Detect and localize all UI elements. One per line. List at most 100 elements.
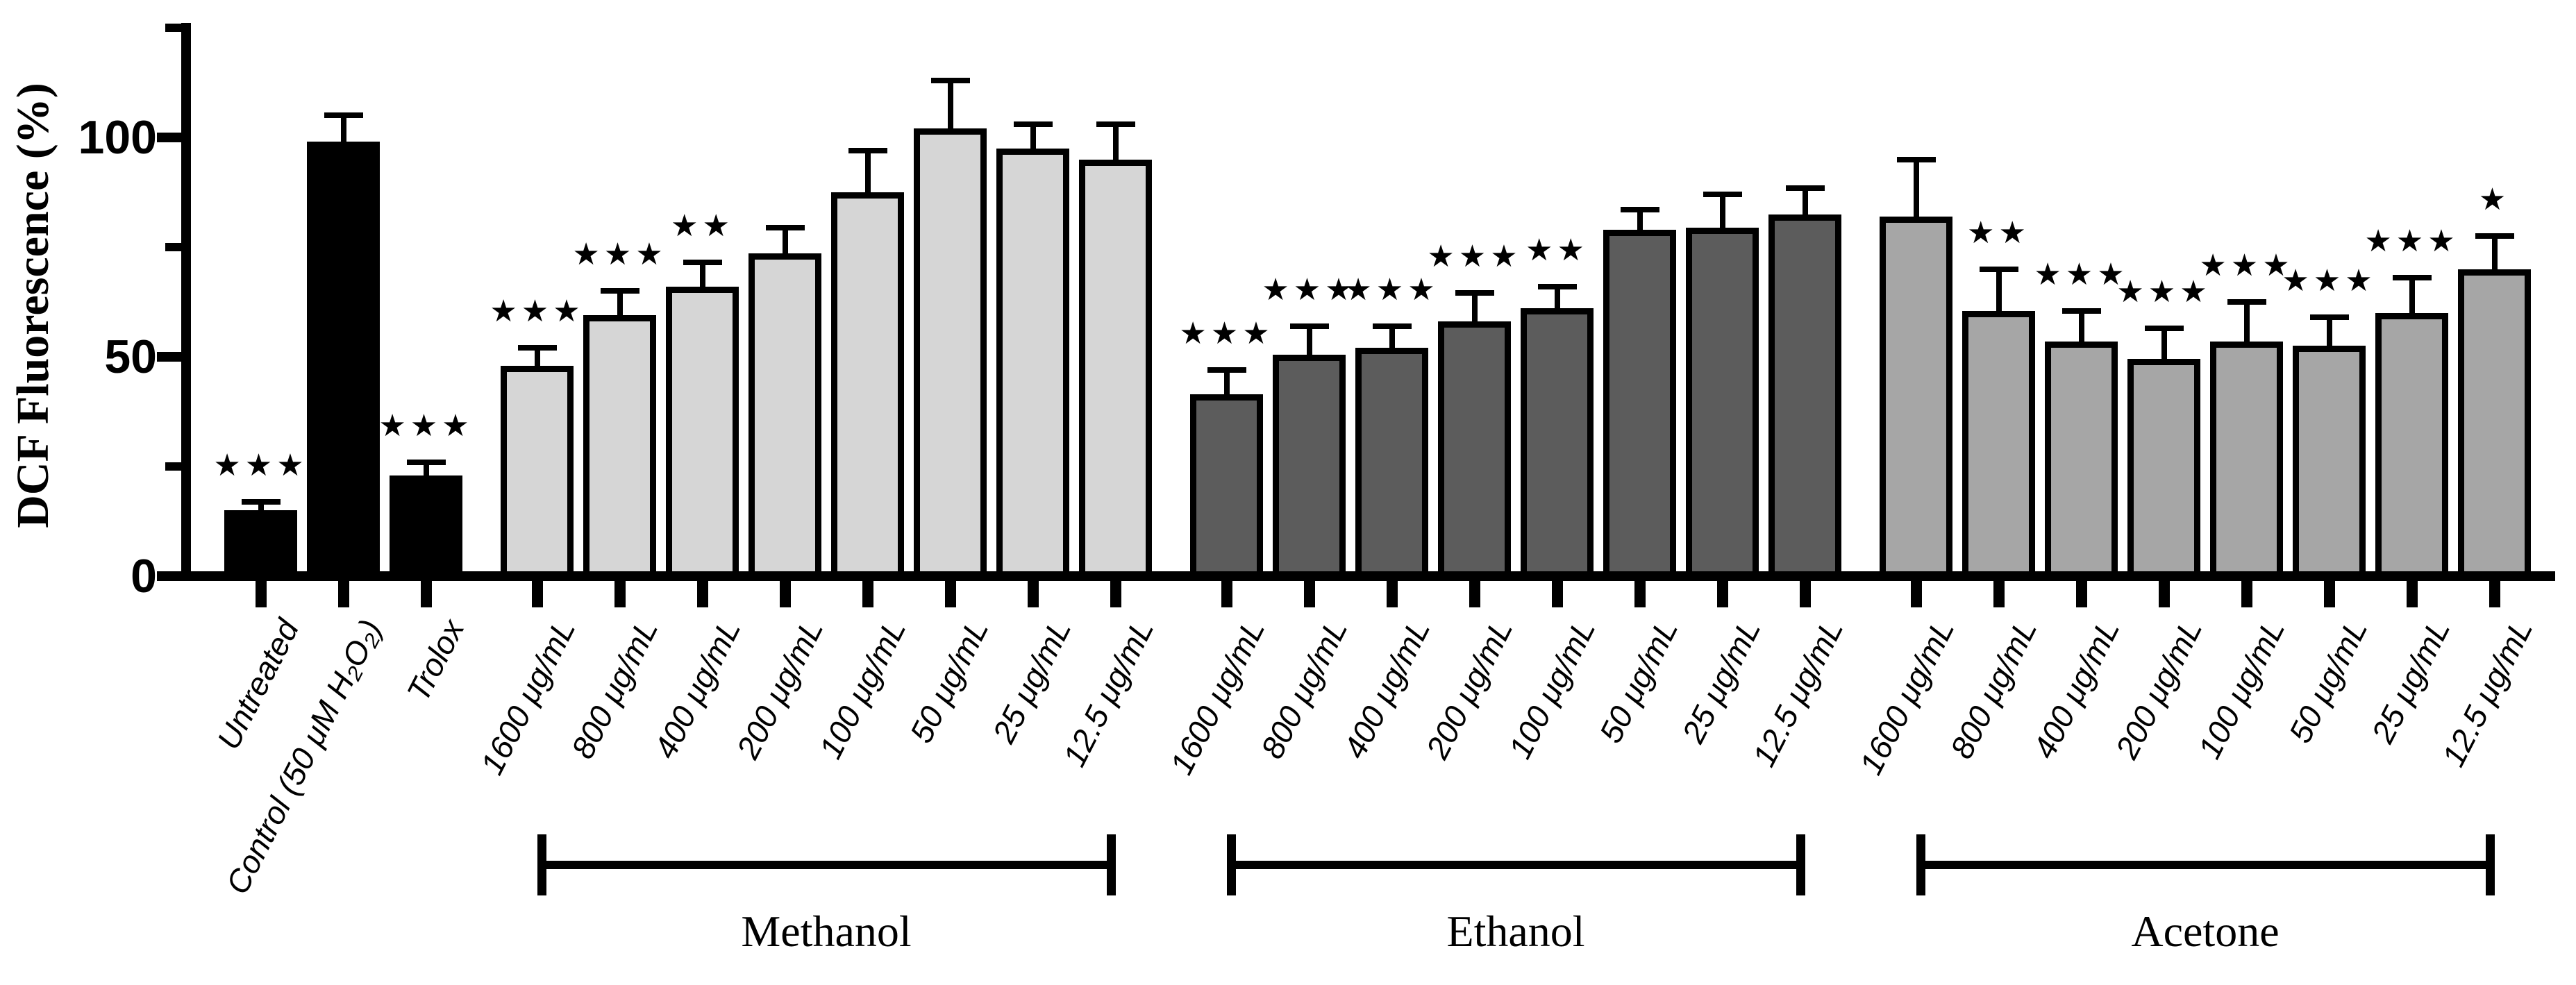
bar-ethanol-100 xyxy=(1521,308,1594,581)
significance-stars-ethanol-100: ★★ xyxy=(1525,233,1589,267)
x-tick-acetone-25 xyxy=(2406,581,2418,607)
error-cap-ethanol-50 xyxy=(1620,207,1659,213)
bar-ethanol-25 xyxy=(1686,227,1759,581)
error-bar-methanol-25 xyxy=(1030,124,1036,154)
y-minor-tick-125 xyxy=(165,24,181,32)
significance-stars-acetone-50: ★★★ xyxy=(2282,264,2377,298)
significance-stars-methanol-1600: ★★★ xyxy=(490,294,585,329)
error-cap-ethanol-200 xyxy=(1455,290,1494,296)
error-bar-ethanol-400 xyxy=(1389,326,1395,354)
error-cap-acetone-100 xyxy=(2227,299,2266,305)
significance-stars-methanol-800: ★★★ xyxy=(572,237,667,272)
error-cap-ethanol-400 xyxy=(1372,323,1412,329)
error-bar-methanol-200 xyxy=(782,227,788,260)
bar-acetone-1600 xyxy=(1880,216,1952,581)
error-cap-acetone-200 xyxy=(2144,325,2184,331)
error-bar-acetone-25 xyxy=(2409,278,2415,319)
group-label-acetone: Acetone xyxy=(2131,907,2280,956)
bar-ethanol-12.5 xyxy=(1768,214,1841,581)
error-bar-control-control xyxy=(340,115,346,148)
error-cap-ethanol-25 xyxy=(1703,192,1742,198)
error-bar-ethanol-50 xyxy=(1637,210,1643,235)
error-cap-methanol-200 xyxy=(765,224,805,230)
error-bar-methanol-800 xyxy=(617,291,623,321)
significance-stars-methanol-400: ★★ xyxy=(671,209,734,244)
error-bar-acetone-100 xyxy=(2243,302,2250,347)
significance-stars-acetone-400: ★★★ xyxy=(2034,257,2129,292)
x-tick-acetone-1600 xyxy=(1910,581,1922,607)
error-cap-methanol-800 xyxy=(600,288,639,294)
significance-stars-ethanol-1600: ★★★ xyxy=(1179,316,1274,351)
y-major-tick-50 xyxy=(157,352,181,362)
error-cap-methanol-50 xyxy=(930,77,970,83)
significance-stars-acetone-800: ★★ xyxy=(1967,215,2030,250)
error-cap-methanol-1600 xyxy=(517,345,557,351)
x-tick-control-control xyxy=(337,581,349,607)
bar-methanol-200 xyxy=(748,253,821,581)
group-bracket-methanol xyxy=(537,861,1116,869)
error-bar-ethanol-1600 xyxy=(1223,369,1230,400)
x-tick-acetone-100 xyxy=(2241,581,2252,607)
bar-methanol-12.5 xyxy=(1079,159,1152,581)
bar-acetone-25 xyxy=(2375,312,2448,581)
error-cap-acetone-50 xyxy=(2309,314,2349,321)
x-tick-ethanol-25 xyxy=(1716,581,1728,607)
significance-stars-control-trolox: ★★★ xyxy=(378,408,474,443)
bar-ethanol-800 xyxy=(1273,354,1346,581)
group-bracket-right-cap-methanol xyxy=(1106,834,1116,895)
error-cap-methanol-100 xyxy=(848,147,887,153)
error-cap-methanol-400 xyxy=(683,260,722,266)
x-tick-methanol-800 xyxy=(614,581,626,607)
group-bracket-left-cap-ethanol xyxy=(1226,834,1236,895)
x-tick-methanol-200 xyxy=(779,581,791,607)
significance-stars-control-untreated: ★★★ xyxy=(213,448,308,482)
bar-control-control xyxy=(307,142,380,581)
y-minor-tick-75 xyxy=(165,243,181,251)
significance-stars-acetone-12.5: ★ xyxy=(2478,183,2511,217)
x-tick-acetone-200 xyxy=(2158,581,2170,607)
x-tick-methanol-1600 xyxy=(531,581,543,607)
error-cap-control-trolox xyxy=(406,459,446,465)
bar-ethanol-400 xyxy=(1355,348,1428,581)
x-axis-line xyxy=(174,571,2555,581)
error-bar-methanol-400 xyxy=(699,262,705,292)
error-cap-control-untreated xyxy=(241,498,281,505)
x-tick-methanol-12.5 xyxy=(1110,581,1121,607)
error-bar-acetone-200 xyxy=(2161,328,2167,365)
x-tick-methanol-100 xyxy=(862,581,873,607)
error-bar-methanol-100 xyxy=(864,150,871,198)
bar-methanol-100 xyxy=(831,192,904,581)
bar-methanol-50 xyxy=(914,128,987,581)
x-tick-control-untreated xyxy=(255,581,267,607)
group-bracket-left-cap-acetone xyxy=(1916,834,1925,895)
bar-acetone-200 xyxy=(2127,359,2200,581)
group-bracket-right-cap-acetone xyxy=(2485,834,2495,895)
error-cap-acetone-400 xyxy=(2061,308,2101,314)
error-cap-control-control xyxy=(324,112,363,119)
error-bar-acetone-1600 xyxy=(1913,159,1919,222)
x-tick-ethanol-800 xyxy=(1303,581,1315,607)
bar-methanol-1600 xyxy=(501,365,574,581)
x-tick-methanol-400 xyxy=(696,581,708,607)
x-tick-acetone-12.5 xyxy=(2489,581,2500,607)
bar-acetone-50 xyxy=(2293,346,2366,581)
x-tick-ethanol-1600 xyxy=(1221,581,1232,607)
significance-stars-acetone-25: ★★★ xyxy=(2364,224,2459,259)
error-cap-ethanol-100 xyxy=(1537,283,1577,289)
significance-stars-ethanol-400: ★★★ xyxy=(1344,272,1439,307)
x-tick-control-trolox xyxy=(420,581,432,607)
x-tick-methanol-50 xyxy=(944,581,956,607)
error-bar-ethanol-12.5 xyxy=(1802,187,1808,220)
group-bracket-left-cap-methanol xyxy=(537,834,546,895)
bar-control-untreated xyxy=(224,510,297,581)
y-axis-line xyxy=(181,23,191,581)
bar-ethanol-200 xyxy=(1438,321,1511,581)
error-bar-control-untreated xyxy=(258,501,264,516)
bar-acetone-12.5 xyxy=(2458,269,2531,581)
x-tick-ethanol-400 xyxy=(1386,581,1398,607)
x-tick-ethanol-50 xyxy=(1634,581,1646,607)
error-bar-acetone-12.5 xyxy=(2491,236,2498,275)
bar-acetone-400 xyxy=(2045,341,2118,581)
y-major-tick-100 xyxy=(157,133,181,142)
